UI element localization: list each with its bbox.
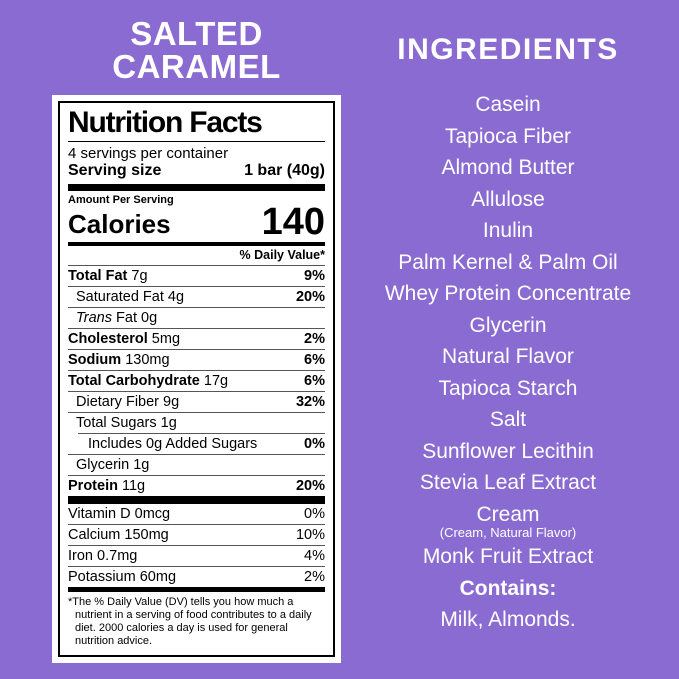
ingredient-item: Glycerin — [469, 313, 547, 337]
calories-row: Calories 140 — [68, 201, 325, 243]
ingredient-item-cream: Cream — [476, 502, 540, 526]
nutrition-row-trans-fat: Trans Fat 0g — [68, 308, 325, 329]
flavor-title-line1: SALTED — [130, 15, 263, 52]
serving-size-value: 1 bar (40g) — [244, 162, 325, 179]
nutrition-row-total-sugars: Total Sugars 1g — [76, 414, 177, 431]
nutrition-row-glycerin: Glycerin 1g — [68, 455, 325, 476]
ingredient-item: Stevia Leaf Extract — [419, 471, 597, 494]
serving-size-label: Serving size — [68, 162, 162, 179]
divider-medium-calories — [68, 242, 325, 246]
contains-value: Milk, Almonds. — [440, 608, 576, 631]
ingredient-item: Natural Flavor — [442, 345, 574, 368]
ingredient-item: Monk Fruit Extract — [422, 545, 594, 568]
daily-value-header: % Daily Value* — [68, 246, 325, 266]
amount-per-serving-label: Amount Per Serving — [68, 194, 174, 206]
nutrition-row-total-fat: Total Fat 7g 9% — [68, 266, 325, 287]
nutrition-row-sodium: Sodium 130mg 6% — [68, 350, 325, 371]
ingredient-item: Whey Protein Concentrate — [384, 282, 632, 305]
servings-per-container: 4 servings per container — [68, 145, 229, 162]
flavor-title-line2: CARAMEL — [112, 48, 281, 85]
nutrition-row-cholesterol: Cholesterol 5mg 2% — [68, 329, 325, 350]
serving-size-row: Serving size 1 bar (40g) — [68, 162, 325, 180]
calories-label: Calories — [68, 209, 171, 239]
nutrition-facts-title: Nutrition Facts — [68, 108, 325, 142]
flavor-title: SALTED CARAMEL — [52, 17, 341, 83]
calories-value: 140 — [261, 201, 325, 243]
cream-subnote: (Cream, Natural Flavor) — [439, 525, 577, 540]
nutrition-row-total-carbohydrate: Total Carbohydrate 17g 6% — [68, 371, 325, 392]
ingredient-item: Inulin — [482, 219, 534, 242]
divider-thick-footnote — [68, 587, 325, 592]
nutrition-facts-inner: Nutrition Facts 4 servings per container… — [58, 101, 335, 657]
micronutrient-row-vitamin-d: Vitamin D 0mcg 0% — [68, 504, 325, 525]
ingredient-item: Casein — [475, 93, 541, 116]
ingredient-item: Allulose — [471, 187, 545, 211]
contains-label: Contains: — [459, 576, 557, 600]
micronutrient-row-potassium: Potassium 60mg 2% — [68, 568, 325, 585]
divider-indented — [78, 433, 325, 434]
nutrition-row-protein: Protein 11g 20% — [68, 477, 325, 494]
micronutrient-row-iron: Iron 0.7mg 4% — [68, 546, 325, 567]
ingredient-item: Salt — [489, 408, 527, 431]
ingredient-item: Tapioca Starch — [438, 376, 578, 400]
ingredient-item: Tapioca Fiber — [444, 124, 572, 148]
ingredients-section: INGREDIENTS Casein Tapioca Fiber Almond … — [340, 33, 676, 636]
nutrition-row-added-sugars: Includes 0g Added Sugars 0% — [68, 434, 325, 455]
ingredient-item: Almond Butter — [441, 156, 575, 179]
ingredient-item: Sunflower Lecithin — [422, 439, 594, 463]
nutrition-row-saturated-fat: Saturated Fat 4g 20% — [68, 287, 325, 308]
micronutrient-row-calcium: Calcium 150mg 10% — [68, 525, 325, 546]
divider-thick-top — [68, 184, 325, 191]
daily-value-footnote: *The % Daily Value (DV) tells you how mu… — [68, 596, 312, 647]
nutrition-row-dietary-fiber: Dietary Fiber 9g 32% — [68, 392, 325, 413]
ingredients-title: INGREDIENTS — [397, 33, 619, 66]
ingredient-item: Palm Kernel & Palm Oil — [398, 250, 618, 274]
nutrition-facts-panel: Nutrition Facts 4 servings per container… — [52, 95, 341, 663]
divider-thick-protein — [68, 496, 325, 504]
